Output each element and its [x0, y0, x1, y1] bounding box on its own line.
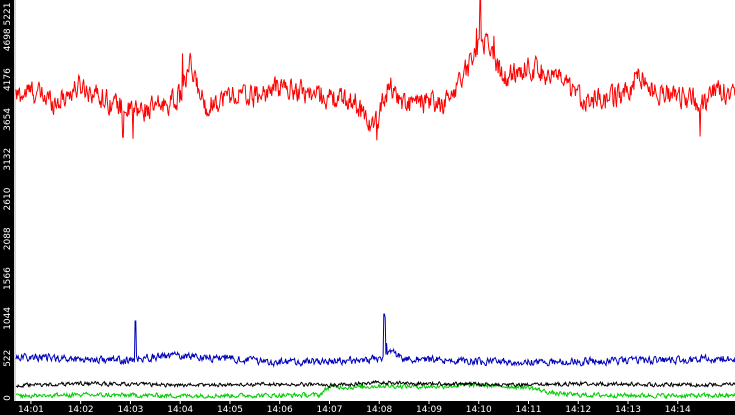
- x-tick-label: 14:13: [615, 405, 641, 415]
- x-tick-label: 14:04: [167, 405, 193, 415]
- x-tick-label: 14:03: [117, 405, 143, 415]
- y-axis-bar: [0, 0, 14, 401]
- x-tick-label: 14:14: [665, 405, 691, 415]
- x-tick-label: 14:01: [18, 405, 44, 415]
- y-tick-label: 2610: [3, 187, 13, 210]
- x-tick-label: 14:07: [317, 405, 343, 415]
- x-tick-labels: 14:01 14:02 14:03 14:04 14:05 14:06 14:07 14:08…: [18, 401, 691, 415]
- x-tick-label: 14:09: [416, 405, 442, 415]
- series-line: [15, 379, 735, 389]
- x-tick-label: 14:12: [565, 405, 591, 415]
- x-axis-bar: [0, 401, 735, 415]
- x-tick-label: 14:10: [466, 405, 492, 415]
- y-tick-label: 522: [3, 350, 13, 367]
- x-tick-label: 14:06: [267, 405, 293, 415]
- series-layer: [15, 0, 735, 400]
- x-tick-label: 14:11: [516, 405, 542, 415]
- y-tick-label: 4698: [3, 28, 13, 51]
- y-tick-label: 0: [3, 395, 13, 401]
- series-line: [15, 313, 735, 368]
- y-tick-label: 3132: [3, 148, 13, 171]
- series-line: [15, 381, 735, 400]
- x-tick-label: 14:05: [217, 405, 243, 415]
- y-tick-label: 1566: [3, 267, 13, 290]
- y-tick-label: 5221: [3, 3, 13, 26]
- series-line: [15, 0, 735, 141]
- y-tick-label: 2088: [3, 227, 13, 250]
- y-tick-labels: 0 522 1044 1566 2088 2610 3132 3654 4176 4698 5221: [3, 3, 13, 401]
- x-tick-label: 14:08: [366, 405, 392, 415]
- y-tick-label: 1044: [3, 307, 13, 330]
- x-tick-label: 14:02: [68, 405, 94, 415]
- y-tick-label: 3654: [3, 108, 13, 131]
- y-tick-label: 4176: [3, 68, 13, 91]
